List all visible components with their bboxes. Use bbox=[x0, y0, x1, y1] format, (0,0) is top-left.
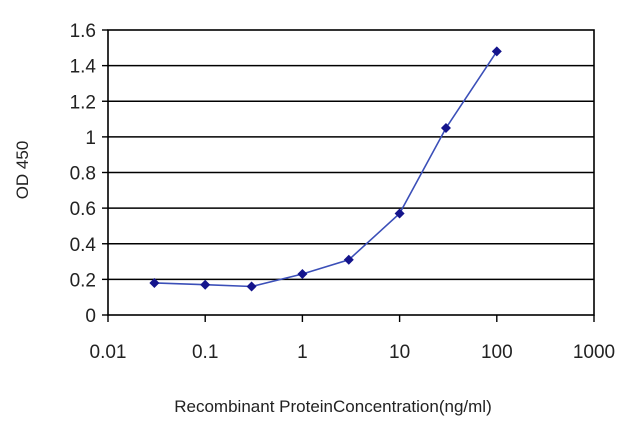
data-point bbox=[149, 277, 160, 288]
x-tick-label: 10 bbox=[389, 342, 410, 363]
data-point bbox=[297, 269, 308, 280]
data-point bbox=[246, 281, 257, 292]
data-point bbox=[440, 122, 451, 133]
data-point bbox=[394, 208, 405, 219]
x-tick-label: 1 bbox=[297, 342, 308, 363]
x-tick-label: 0.01 bbox=[90, 342, 127, 363]
y-tick-label: 1.2 bbox=[70, 92, 96, 113]
y-axis: 0 0.2 0.4 0.6 0.8 1 1.2 1.4 1.6 bbox=[70, 21, 108, 327]
y-tick-label: 1 bbox=[85, 128, 96, 149]
x-axis-label: Recombinant ProteinConcentration(ng/ml) bbox=[174, 397, 492, 416]
y-tick-label: 0.8 bbox=[70, 164, 96, 185]
x-tick-label: 1000 bbox=[573, 342, 615, 363]
y-tick-label: 1.6 bbox=[70, 21, 96, 42]
data-point bbox=[343, 254, 354, 265]
y-tick-label: 0.2 bbox=[70, 270, 96, 291]
data-point bbox=[200, 279, 211, 290]
y-tick-label: 1.4 bbox=[70, 57, 97, 78]
y-axis-label: OD 450 bbox=[13, 141, 32, 200]
series-1 bbox=[149, 46, 502, 292]
series-line bbox=[154, 50, 498, 288]
y-tick-label: 0.4 bbox=[70, 235, 97, 256]
data-point bbox=[491, 46, 502, 57]
x-axis: 0.01 0.1 1 10 100 1000 bbox=[90, 315, 615, 363]
x-tick-label: 100 bbox=[481, 342, 513, 363]
y-tick-label: 0 bbox=[85, 306, 96, 327]
x-tick-label: 0.1 bbox=[192, 342, 218, 363]
grid-lines bbox=[108, 64, 594, 281]
y-tick-label: 0.6 bbox=[70, 199, 96, 220]
